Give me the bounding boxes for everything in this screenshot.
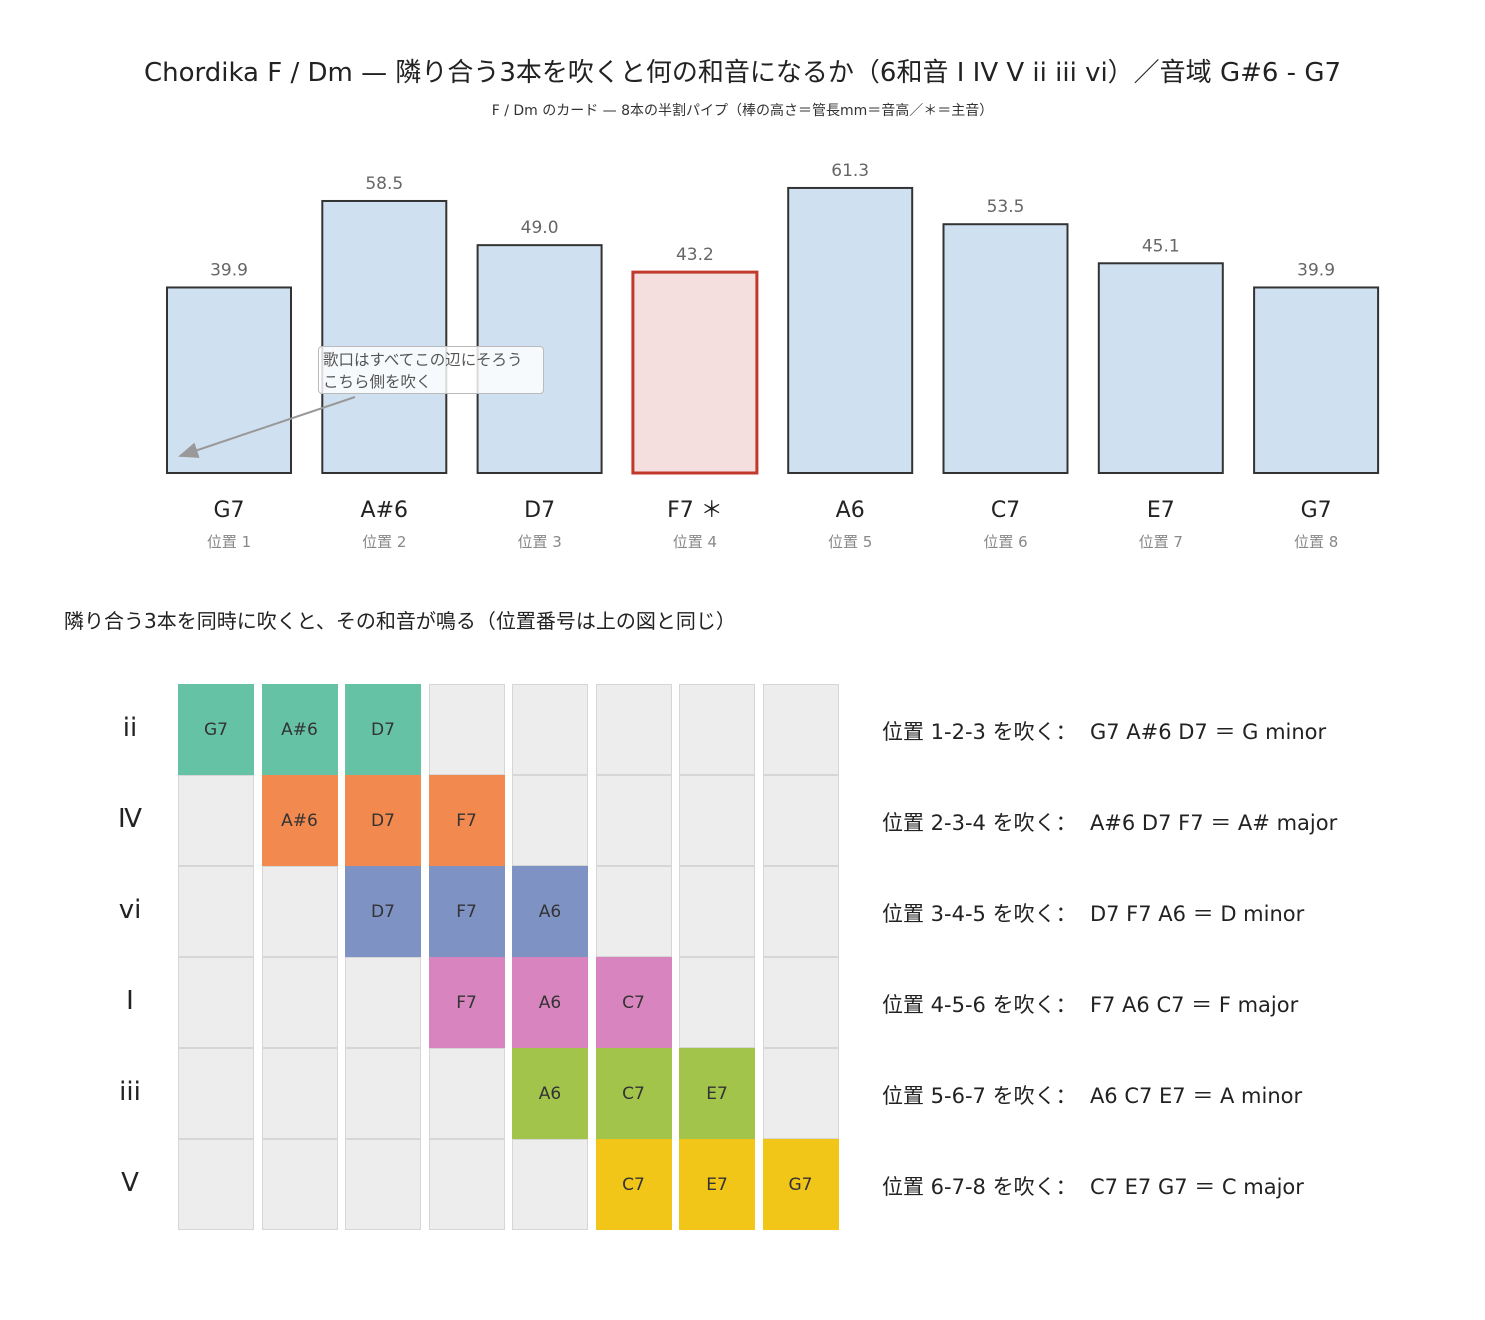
root-pipe-bar xyxy=(631,270,759,475)
empty-grid-cell xyxy=(512,684,588,775)
position-tick-label: 位置 5 xyxy=(828,533,872,551)
note-tick-label: A#6 xyxy=(361,498,408,523)
chord-note-cell: A6 xyxy=(512,957,588,1048)
chord-description: 位置 4-5-6 を吹く： F7 A6 C7 ＝ F major xyxy=(882,992,1299,1017)
empty-grid-cell xyxy=(261,957,338,1048)
page-subtitle: F / Dm のカード — 8本の半割パイプ（棒の高さ＝管長mm＝音高／＊＝主音… xyxy=(491,103,994,119)
note-tick-label: C7 xyxy=(991,498,1020,523)
empty-grid-cell xyxy=(345,1048,421,1139)
chord-note-cell: A#6 xyxy=(261,775,338,866)
page-title: Chordika F / Dm — 隣り合う3本を吹くと何の和音になるか（6和音… xyxy=(143,58,1342,88)
empty-grid-cell xyxy=(762,684,839,775)
position-tick-label: 位置 6 xyxy=(983,533,1027,551)
bar-value-label: 45.1 xyxy=(1142,236,1180,256)
chord-section-heading: 隣り合う3本を同時に吹くと、その和音が鳴る（位置番号は上の図と同じ） xyxy=(64,609,736,633)
pipe-bar xyxy=(1097,262,1224,474)
chord-note-cell: F7 xyxy=(428,866,505,957)
note-tick-label: F7 ＊ xyxy=(667,498,723,523)
bar-value-label: 39.9 xyxy=(210,260,248,280)
chord-note-cell: C7 xyxy=(595,1139,672,1230)
empty-grid-cell xyxy=(512,1139,588,1230)
chord-roman-label: iii xyxy=(119,1076,141,1107)
callout-line-2: こちら側を吹く xyxy=(323,373,432,391)
position-tick-label: 位置 3 xyxy=(517,533,561,551)
chord-roman-label: I xyxy=(126,985,134,1016)
empty-grid-cell xyxy=(345,957,421,1048)
note-tick-label: G7 xyxy=(213,498,244,523)
pipe-bar xyxy=(787,186,914,475)
empty-grid-cell xyxy=(679,684,755,775)
chord-note-cell: D7 xyxy=(345,866,421,957)
pipe-bar xyxy=(942,223,1069,474)
chord-roman-label: V xyxy=(121,1167,139,1198)
empty-grid-cell xyxy=(428,1139,505,1230)
mouthpiece-callout: 歌口はすべてこの辺にそろう こちら側を吹く xyxy=(318,346,544,394)
chord-note-cell: G7 xyxy=(762,1139,839,1230)
empty-grid-cell xyxy=(261,1048,338,1139)
empty-grid-cell xyxy=(762,866,839,957)
position-tick-label: 位置 7 xyxy=(1139,533,1183,551)
chord-roman-label: ii xyxy=(122,712,138,743)
callout-line-1: 歌口はすべてこの辺にそろう xyxy=(323,351,523,369)
bar-value-label: 39.9 xyxy=(1297,260,1335,280)
chord-note-cell: F7 xyxy=(428,957,505,1048)
empty-grid-cell xyxy=(679,957,755,1048)
chord-note-cell: G7 xyxy=(178,684,254,775)
pipe-bar xyxy=(321,199,448,474)
chord-note-cell: C7 xyxy=(595,957,672,1048)
empty-grid-cell xyxy=(595,775,672,866)
position-tick-label: 位置 8 xyxy=(1294,533,1338,551)
chord-roman-label: vi xyxy=(118,894,142,925)
position-tick-label: 位置 1 xyxy=(207,533,251,551)
bar-value-label: 53.5 xyxy=(987,197,1025,217)
callout-arrow xyxy=(178,396,356,458)
empty-grid-cell xyxy=(178,775,254,866)
empty-grid-cell xyxy=(261,1139,338,1230)
note-tick-label: D7 xyxy=(524,498,555,523)
chord-note-cell: A#6 xyxy=(261,684,338,775)
empty-grid-cell xyxy=(261,866,338,957)
bar-value-label: 61.3 xyxy=(831,161,869,181)
empty-grid-cell xyxy=(178,866,254,957)
empty-grid-cell xyxy=(428,1048,505,1139)
empty-grid-cell xyxy=(679,866,755,957)
pipe-bar xyxy=(1253,286,1380,474)
chord-note-cell: C7 xyxy=(595,1048,672,1139)
bar-value-label: 43.2 xyxy=(676,245,714,265)
chord-note-cell: A6 xyxy=(512,1048,588,1139)
note-tick-label: E7 xyxy=(1147,498,1175,523)
chord-description: 位置 6-7-8 を吹く： C7 E7 G7 ＝ C major xyxy=(882,1174,1304,1199)
empty-grid-cell xyxy=(679,775,755,866)
chord-note-cell: D7 xyxy=(345,684,421,775)
empty-grid-cell xyxy=(345,1139,421,1230)
empty-grid-cell xyxy=(595,866,672,957)
chord-description: 位置 3-4-5 を吹く： D7 F7 A6 ＝ D minor xyxy=(882,901,1305,926)
note-tick-label: A6 xyxy=(836,498,865,523)
position-tick-label: 位置 2 xyxy=(362,533,406,551)
empty-grid-cell xyxy=(178,1048,254,1139)
empty-grid-cell xyxy=(178,1139,254,1230)
empty-grid-cell xyxy=(178,957,254,1048)
empty-grid-cell xyxy=(595,684,672,775)
position-tick-label: 位置 4 xyxy=(673,533,717,551)
pipe-bar xyxy=(166,286,292,474)
chord-note-cell: F7 xyxy=(428,775,505,866)
chord-description: 位置 5-6-7 を吹く： A6 C7 E7 ＝ A minor xyxy=(882,1083,1303,1108)
empty-grid-cell xyxy=(762,1048,839,1139)
chord-description: 位置 1-2-3 を吹く： G7 A#6 D7 ＝ G minor xyxy=(882,719,1327,744)
empty-grid-cell xyxy=(512,775,588,866)
bar-value-label: 49.0 xyxy=(521,218,559,238)
chord-note-cell: E7 xyxy=(679,1048,755,1139)
note-tick-label: G7 xyxy=(1301,498,1332,523)
chord-description: 位置 2-3-4 を吹く： A#6 D7 F7 ＝ A# major xyxy=(882,810,1338,835)
bar-value-label: 58.5 xyxy=(365,174,403,194)
chord-note-cell: A6 xyxy=(512,866,588,957)
chord-note-cell: D7 xyxy=(345,775,421,866)
chord-note-cell: E7 xyxy=(679,1139,755,1230)
empty-grid-cell xyxy=(762,775,839,866)
empty-grid-cell xyxy=(762,957,839,1048)
empty-grid-cell xyxy=(428,684,505,775)
pipe-length-bar-chart: 39.9 G7 位置 1 58.5 A#6 位置 2 49.0 D7 位置 3 43.2 F7 ＊ 位… xyxy=(166,161,1380,551)
chord-roman-label: Ⅳ xyxy=(118,803,142,834)
